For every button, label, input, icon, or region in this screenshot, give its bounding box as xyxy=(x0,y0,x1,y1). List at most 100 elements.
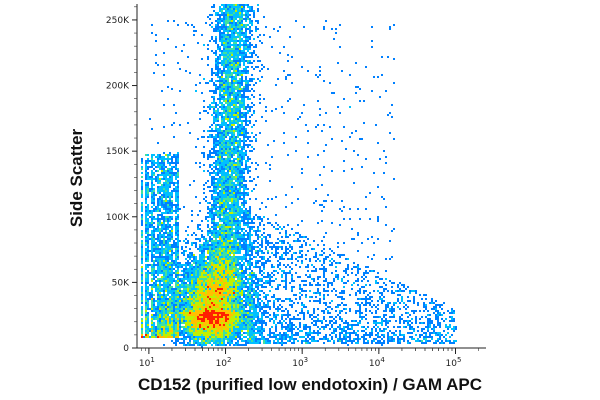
density-cell xyxy=(235,100,237,102)
density-cell xyxy=(235,298,237,300)
density-cell xyxy=(303,240,305,242)
density-cell xyxy=(141,252,143,254)
density-cell xyxy=(235,276,237,278)
density-cell xyxy=(181,282,183,284)
density-cell xyxy=(211,106,213,108)
density-cell xyxy=(341,278,343,280)
density-cell xyxy=(235,130,237,132)
density-cell xyxy=(207,216,209,218)
density-cell xyxy=(231,250,233,252)
density-cell xyxy=(233,210,235,212)
density-cell xyxy=(231,140,233,142)
density-cell xyxy=(215,86,217,88)
density-cell xyxy=(193,278,195,280)
density-cell xyxy=(225,262,227,264)
density-cell xyxy=(195,258,197,260)
density-cell xyxy=(169,246,171,248)
density-cell xyxy=(141,236,143,238)
density-cell xyxy=(237,156,239,158)
density-cell xyxy=(233,72,235,74)
density-cell xyxy=(201,256,203,258)
density-cell xyxy=(373,254,375,256)
density-cell xyxy=(151,280,153,282)
density-cell xyxy=(227,280,229,282)
density-cell xyxy=(233,218,235,220)
density-cell xyxy=(239,228,241,230)
density-cell xyxy=(215,54,217,56)
density-cell xyxy=(207,56,209,58)
density-cell xyxy=(231,64,233,66)
density-cell xyxy=(247,290,249,292)
density-cell xyxy=(323,296,325,298)
density-cell xyxy=(225,152,227,154)
density-cell xyxy=(239,58,241,60)
density-cell xyxy=(177,258,179,260)
density-cell xyxy=(171,228,173,230)
density-cell xyxy=(245,84,247,86)
density-cell xyxy=(195,292,197,294)
density-cell xyxy=(171,286,173,288)
density-cell xyxy=(165,192,167,194)
density-cell xyxy=(217,240,219,242)
density-cell xyxy=(341,254,343,256)
density-cell xyxy=(269,260,271,262)
density-cell xyxy=(299,266,301,268)
density-cell xyxy=(191,280,193,282)
density-cell xyxy=(155,272,157,274)
density-cell xyxy=(203,254,205,256)
density-cell xyxy=(235,22,237,24)
density-cell xyxy=(215,160,217,162)
density-cell xyxy=(251,272,253,274)
density-cell xyxy=(381,292,383,294)
density-cell xyxy=(257,286,259,288)
density-cell xyxy=(241,156,243,158)
density-cell xyxy=(153,218,155,220)
density-cell xyxy=(145,200,147,202)
density-cell xyxy=(237,118,239,120)
density-cell xyxy=(151,162,153,164)
density-cell xyxy=(219,234,221,236)
density-cell xyxy=(239,164,241,166)
density-cell xyxy=(407,286,409,288)
density-cell xyxy=(257,284,259,286)
density-cell xyxy=(195,264,197,266)
density-cell xyxy=(227,202,229,204)
density-cell xyxy=(221,296,223,298)
density-cell xyxy=(277,272,279,274)
density-cell xyxy=(275,298,277,300)
density-cell xyxy=(331,262,333,264)
density-cell xyxy=(193,262,195,264)
density-cell xyxy=(243,130,245,132)
density-cell xyxy=(155,206,157,208)
density-cell xyxy=(267,250,269,252)
density-cell xyxy=(229,230,231,232)
density-cell xyxy=(389,28,391,30)
density-cell xyxy=(237,174,239,176)
density-cell xyxy=(267,242,269,244)
density-cell xyxy=(207,202,209,204)
density-cell xyxy=(149,222,151,224)
density-cell xyxy=(237,172,239,174)
density-cell xyxy=(229,262,231,264)
density-cell xyxy=(315,252,317,254)
density-cell xyxy=(225,112,227,114)
density-cell xyxy=(271,266,273,268)
density-cell xyxy=(227,232,229,234)
density-cell xyxy=(239,16,241,18)
density-cell xyxy=(161,252,163,254)
density-cell xyxy=(165,154,167,156)
density-cell xyxy=(179,274,181,276)
density-cell xyxy=(375,276,377,278)
density-cell xyxy=(237,80,239,82)
density-cell xyxy=(167,160,169,162)
density-cell xyxy=(223,292,225,294)
density-cell xyxy=(235,24,237,26)
density-cell xyxy=(237,8,239,10)
density-cell xyxy=(215,224,217,226)
density-cell xyxy=(369,296,371,298)
density-cell xyxy=(341,200,343,202)
density-cell xyxy=(339,292,341,294)
density-cell xyxy=(233,276,235,278)
density-cell xyxy=(151,250,153,252)
density-cell xyxy=(227,68,229,70)
